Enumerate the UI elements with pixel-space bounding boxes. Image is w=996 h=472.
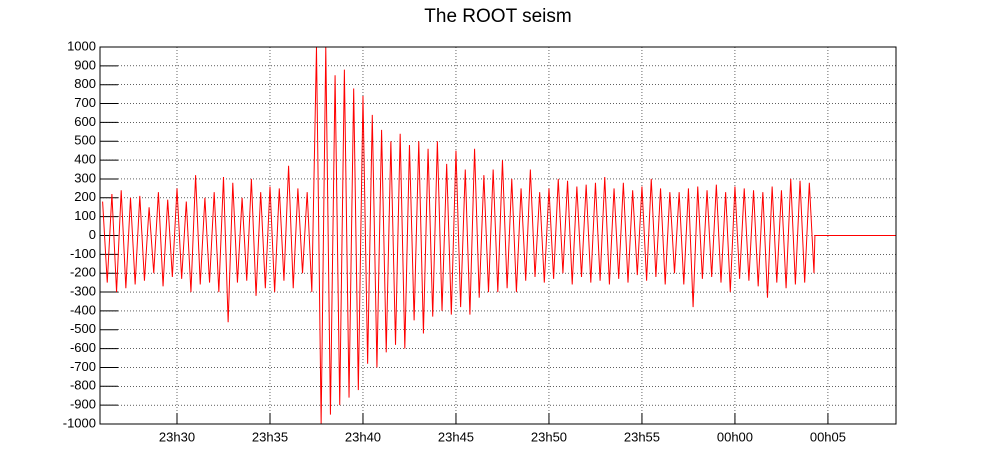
y-tick-label: 700 [74,95,96,110]
y-tick-label: 900 [74,57,96,72]
x-tick-label: 23h55 [624,429,660,444]
x-tick-label: 23h35 [252,429,288,444]
y-tick-label: -600 [70,340,96,355]
y-tick-label: -200 [70,265,96,280]
y-tick-label: 1000 [67,38,96,53]
y-tick-label: 400 [74,152,96,167]
y-tick-label: -900 [70,397,96,412]
y-tick-label: 0 [89,227,96,242]
y-tick-label: 200 [74,189,96,204]
y-tick-label: -300 [70,283,96,298]
y-tick-label: -400 [70,302,96,317]
x-tick-label: 23h30 [159,429,195,444]
y-tick-label: -800 [70,378,96,393]
x-tick-label: 00h00 [717,429,753,444]
seism-line [102,46,896,425]
y-tick-label: -1000 [63,415,96,430]
y-tick-label: 100 [74,208,96,223]
y-tick-label: -100 [70,246,96,261]
x-tick-label: 23h45 [438,429,474,444]
chart-title: The ROOT seism [424,6,571,27]
y-tick-label: 300 [74,170,96,185]
x-tick-label: 00h05 [810,429,846,444]
plot-frame [99,46,897,425]
y-tick-label: 500 [74,133,96,148]
y-tick-label: 800 [74,76,96,91]
x-tick-label: 23h50 [531,429,567,444]
y-tick-label: -700 [70,359,96,374]
x-tick-label: 23h40 [345,429,381,444]
y-tick-label: -500 [70,321,96,336]
y-tick-label: 600 [74,114,96,129]
